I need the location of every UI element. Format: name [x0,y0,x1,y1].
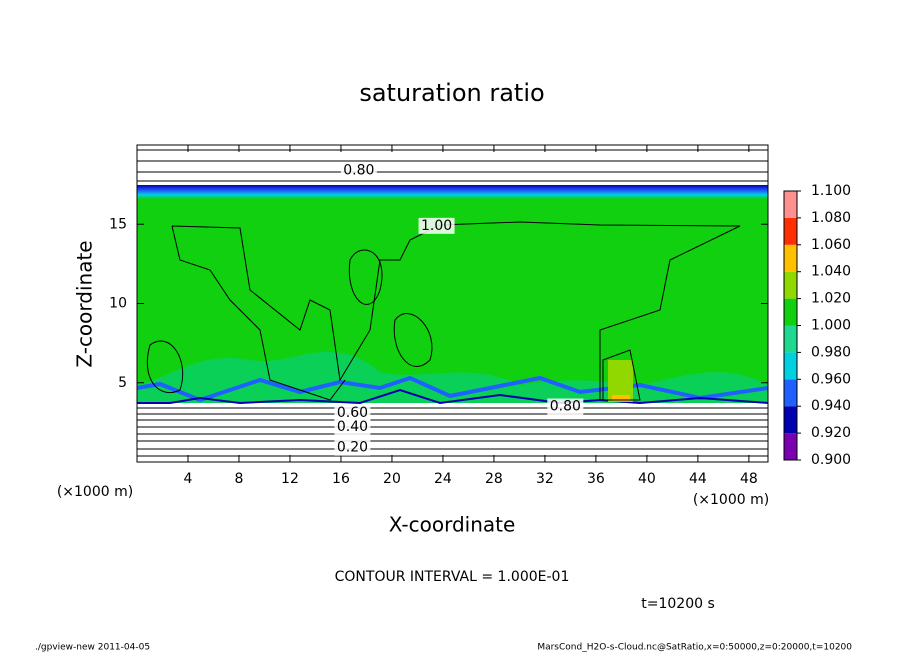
chart-title: saturation ratio [359,79,544,107]
contour-label-bg [340,162,377,179]
colorbar-cell [784,352,797,380]
contour-label-bg [547,398,584,415]
y-tick-label: 15 [109,216,127,232]
contour-lines [137,149,768,457]
colorbar-cell [784,191,797,218]
colorbar-label: 0.940 [811,398,851,414]
x-axis-label: X-coordinate [389,513,516,537]
colorbar-label: 1.020 [811,291,851,307]
contour-label: 1.00 [421,218,452,234]
contour-label-bg [418,217,455,234]
contour-label-bg [334,439,371,456]
colorbar-label: 0.920 [811,425,851,441]
y-unit: (×1000 m) [57,484,133,500]
y-axis-label: Z-coordinate [73,240,97,367]
contour-label: 0.40 [337,419,368,435]
x-tick-label: 48 [740,471,758,487]
colorbar-label: 0.900 [811,452,851,468]
colorbar-label: 1.080 [811,210,851,226]
colorbar-label: 1.060 [811,237,851,253]
contour-label: 0.20 [337,440,368,456]
x-tick-label: 8 [235,471,244,487]
colorbar-cell [784,217,797,245]
colorbar-label: 1.000 [811,318,851,334]
footer-right: MarsCond_H2O-s-Cloud.nc@SatRatio,x=0:500… [537,643,852,653]
colorbar-cell [784,406,797,434]
contour-label-bg [334,404,371,421]
contour-interval: CONTOUR INTERVAL = 1.000E-01 [335,569,570,585]
x-tick-label: 40 [638,471,656,487]
contour-label: 0.80 [550,399,581,415]
colorbar-label: 0.980 [811,344,851,360]
time-label: t=10200 s [641,596,715,612]
colorbar-label: 1.100 [811,183,851,199]
contour-label: 0.60 [337,405,368,421]
colorbar-cell [784,298,797,326]
x-tick-label: 4 [184,471,193,487]
colorbar-label: 1.040 [811,264,851,280]
contour-label: 0.80 [343,162,374,178]
x-tick-label: 16 [332,471,350,487]
x-tick-label: 44 [689,471,707,487]
footer-left: ./gpview-new 2011-04-05 [35,643,150,653]
colorbar-cell [784,271,797,299]
x-tick-label: 32 [536,471,554,487]
y-tick-label: 5 [118,375,127,391]
colorbar-label: 0.960 [811,371,851,387]
x-tick-label: 12 [281,471,299,487]
y-tick-label: 10 [109,296,127,312]
x-tick-label: 28 [485,471,503,487]
contour-label-bg [334,419,371,436]
x-tick-label: 36 [587,471,605,487]
x-tick-label: 20 [383,471,401,487]
x-unit: (×1000 m) [693,492,769,508]
colorbar-cell [784,244,797,272]
colorbar-cell [784,325,797,353]
colorbar-cell [784,433,797,460]
colorbar-cell [784,379,797,407]
x-tick-label: 24 [434,471,452,487]
